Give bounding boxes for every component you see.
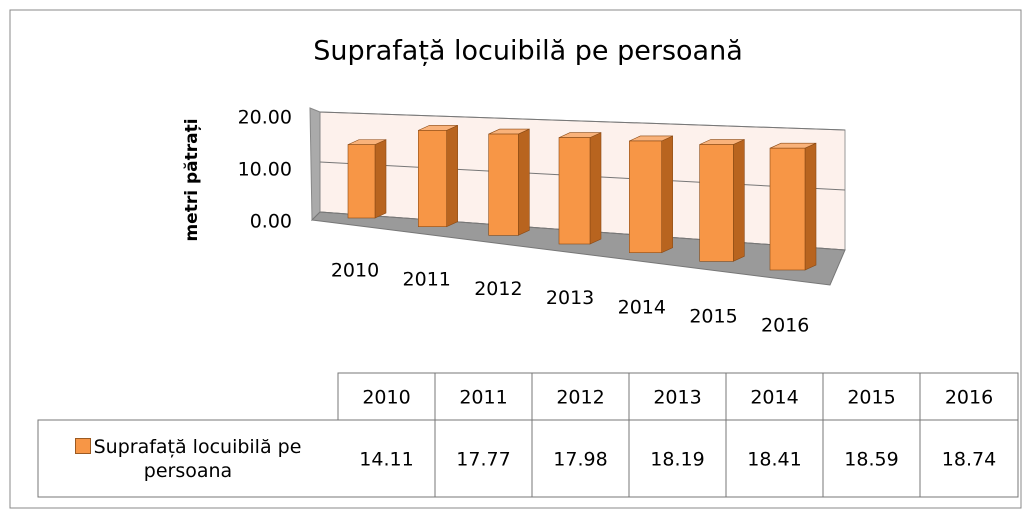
- x-tick-label: 2011: [403, 269, 451, 291]
- bar-side: [589, 132, 602, 245]
- bar: [418, 130, 447, 227]
- bar: [629, 140, 662, 253]
- bar-side: [804, 142, 817, 271]
- bar: [769, 147, 806, 271]
- y-tick-label: 10.00: [238, 159, 292, 181]
- x-tick-label: 2016: [761, 315, 809, 337]
- table-header: 2012: [556, 387, 604, 409]
- bar: [488, 133, 519, 236]
- side-wall: [309, 107, 321, 222]
- bar: [558, 137, 591, 245]
- x-tick-label: 2010: [331, 260, 379, 282]
- legend-label: Suprafață locuibilă pe persoana: [93, 436, 302, 482]
- bar-side: [446, 124, 458, 228]
- table-header: 2010: [362, 387, 410, 409]
- table-value: 14.11: [359, 449, 413, 471]
- x-tick-label: 2013: [546, 287, 594, 309]
- table-value: 18.74: [942, 449, 996, 471]
- y-tick-label: 20.00: [238, 107, 292, 129]
- table-value: 17.98: [553, 449, 607, 471]
- bar-side: [374, 139, 387, 219]
- legend-cell: Suprafață locuibilă pe persoana: [40, 422, 336, 496]
- legend-swatch: [74, 438, 91, 454]
- table-header: 2016: [945, 387, 993, 409]
- x-tick-label: 2012: [474, 278, 522, 300]
- table-header: 2014: [750, 387, 798, 409]
- y-axis-label: metri pătrați: [182, 118, 202, 241]
- table-header: 2015: [847, 387, 895, 409]
- table-value: 18.41: [747, 449, 801, 471]
- bar-side: [733, 139, 745, 262]
- x-tick-label: 2015: [689, 306, 737, 328]
- grid-line: [319, 111, 846, 131]
- bar: [699, 144, 734, 262]
- table-value: 18.59: [844, 449, 898, 471]
- x-tick-label: 2014: [618, 296, 666, 318]
- chart-title: Suprafață locuibilă pe persoană: [313, 36, 743, 67]
- table-row-border: [37, 419, 1019, 498]
- table-header: 2011: [459, 387, 507, 409]
- table-value: 17.77: [456, 449, 510, 471]
- chart-frame: [9, 9, 1022, 509]
- bar-side: [661, 135, 673, 254]
- bar-side: [518, 128, 530, 236]
- y-tick-label: 0.00: [250, 211, 292, 233]
- table-header: 2013: [653, 387, 701, 409]
- table-value: 18.19: [650, 449, 704, 471]
- bar: [347, 144, 376, 219]
